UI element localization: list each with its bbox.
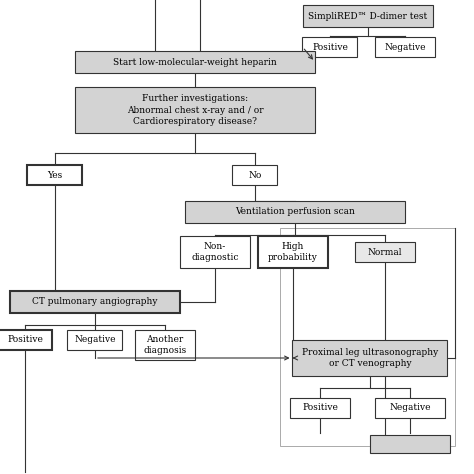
Bar bbox=[303, 5, 433, 27]
Bar bbox=[375, 398, 445, 418]
Text: Negative: Negative bbox=[74, 336, 116, 345]
Text: Positive: Positive bbox=[302, 403, 338, 412]
Text: CT pulmonary angiography: CT pulmonary angiography bbox=[32, 298, 158, 307]
Bar bbox=[370, 435, 450, 453]
Bar bbox=[135, 330, 195, 360]
Text: Negative: Negative bbox=[389, 403, 431, 412]
Bar bbox=[75, 87, 315, 133]
Bar bbox=[258, 236, 328, 268]
Text: Further investigations:
Abnormal chest x-ray and / or
Cardiorespiratory disease?: Further investigations: Abnormal chest x… bbox=[127, 94, 264, 126]
Bar bbox=[10, 291, 180, 313]
Bar bbox=[302, 37, 357, 57]
Bar bbox=[355, 242, 415, 262]
Text: Start low-molecular-weight heparin: Start low-molecular-weight heparin bbox=[113, 57, 277, 66]
Text: Ventilation perfusion scan: Ventilation perfusion scan bbox=[235, 208, 355, 217]
Text: Negative: Negative bbox=[384, 43, 426, 52]
Bar bbox=[75, 51, 315, 73]
Bar bbox=[375, 37, 435, 57]
Bar bbox=[290, 398, 350, 418]
Bar bbox=[185, 201, 405, 223]
Bar bbox=[292, 340, 447, 376]
Bar bbox=[180, 236, 250, 268]
Text: Positive: Positive bbox=[7, 336, 43, 345]
Text: Proximal leg ultrasonography
or CT venography: Proximal leg ultrasonography or CT venog… bbox=[302, 348, 438, 368]
Bar bbox=[0, 330, 53, 350]
Text: SimpliRED™ D-dimer test: SimpliRED™ D-dimer test bbox=[309, 11, 428, 20]
Text: Non-
diagnostic: Non- diagnostic bbox=[191, 242, 239, 262]
Bar bbox=[27, 165, 82, 185]
Bar bbox=[280, 228, 455, 446]
Text: Another
diagnosis: Another diagnosis bbox=[143, 335, 187, 355]
Bar bbox=[233, 165, 277, 185]
Text: High
probability: High probability bbox=[268, 242, 318, 262]
Text: No: No bbox=[248, 171, 262, 180]
Text: Positive: Positive bbox=[312, 43, 348, 52]
Text: Yes: Yes bbox=[47, 171, 63, 180]
Text: Normal: Normal bbox=[368, 247, 402, 256]
Bar bbox=[67, 330, 122, 350]
